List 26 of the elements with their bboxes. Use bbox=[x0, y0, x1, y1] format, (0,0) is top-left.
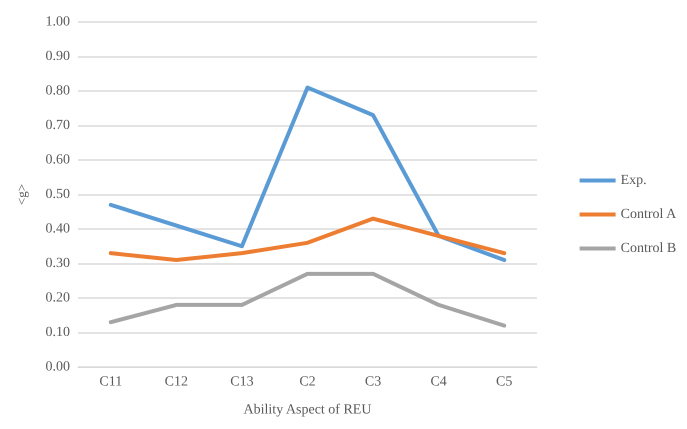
x-tick-label: C11 bbox=[99, 374, 122, 390]
x-tick-label: C5 bbox=[496, 374, 512, 390]
legend-label: Exp. bbox=[620, 173, 647, 188]
y-axis-title: <g> bbox=[14, 184, 29, 206]
y-tick-label: 0.30 bbox=[46, 256, 70, 271]
y-tick-label: 0.20 bbox=[46, 290, 70, 306]
x-tick-label: C4 bbox=[430, 374, 447, 390]
y-tick-label: 0.80 bbox=[46, 84, 70, 98]
x-tick-label: C2 bbox=[299, 374, 316, 390]
line-series bbox=[108, 216, 506, 262]
x-tick-label: C12 bbox=[164, 374, 188, 390]
legend-label: Control A bbox=[620, 207, 678, 222]
y-tick-label: 1.00 bbox=[46, 14, 70, 30]
y-tick-label: 0.60 bbox=[46, 152, 70, 168]
x-tick-label: C13 bbox=[230, 374, 254, 390]
legend-label: Control B bbox=[620, 241, 676, 256]
x-axis-title: Ability Aspect of REU bbox=[244, 402, 372, 418]
y-tick-label: 0.50 bbox=[46, 187, 70, 202]
y-tick-label: 0.10 bbox=[46, 325, 70, 340]
line-series bbox=[108, 272, 506, 328]
line-series bbox=[108, 86, 506, 262]
y-tick-label: 0.70 bbox=[46, 118, 70, 133]
y-tick-label: 0.40 bbox=[46, 222, 70, 236]
y-tick-label: 0.90 bbox=[46, 49, 70, 64]
x-tick-label: C3 bbox=[364, 374, 382, 390]
y-tick-label: 0.00 bbox=[46, 360, 70, 374]
